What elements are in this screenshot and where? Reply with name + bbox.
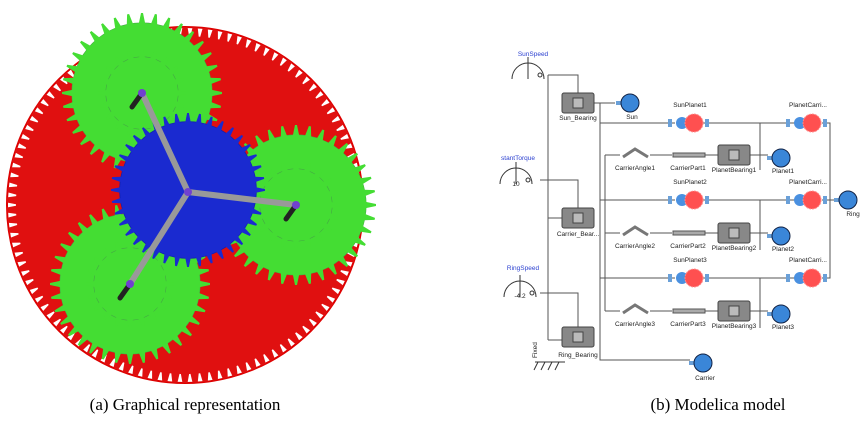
- gear-icon: [685, 269, 703, 287]
- bearing-icon: [729, 228, 739, 238]
- angle-icon: [623, 227, 648, 235]
- label: PlanetBearing1: [712, 167, 757, 174]
- source-port: [530, 291, 534, 295]
- flange: [823, 274, 827, 282]
- body-icon: [772, 149, 790, 167]
- body-icon: [839, 191, 857, 209]
- gear-icon: [803, 269, 821, 287]
- source-port: [538, 73, 542, 77]
- label: RingSpeed: [507, 265, 540, 272]
- bearing-icon: [729, 150, 739, 160]
- flange: [823, 119, 827, 127]
- label: SunPlanet2: [673, 179, 707, 186]
- gear-icon: [803, 114, 821, 132]
- flange: [705, 119, 709, 127]
- pin: [292, 201, 300, 209]
- pin: [126, 280, 134, 288]
- source-port: [526, 178, 530, 182]
- modelica-diagram: SunSpeed stantTorque 10 RingSpeed -4.2 Fixed S…: [500, 51, 860, 382]
- label: PlanetCarri...: [789, 102, 827, 109]
- label: Planet2: [772, 246, 794, 253]
- label: CarrierAngle3: [615, 321, 655, 328]
- bearing-icon: [729, 306, 739, 316]
- flange: [705, 196, 709, 204]
- label: -4.2: [514, 293, 526, 300]
- label: 10: [512, 181, 520, 188]
- body-icon: [772, 305, 790, 323]
- body-icon: [772, 227, 790, 245]
- label: Fixed: [532, 342, 539, 358]
- caption: (b) Modelica model: [650, 395, 785, 414]
- part-icon: [673, 309, 705, 313]
- label: SunSpeed: [518, 51, 549, 58]
- flange: [705, 274, 709, 282]
- label: Ring: [846, 211, 860, 218]
- bearing-icon: [573, 213, 583, 223]
- flange: [823, 196, 827, 204]
- flange: [668, 274, 672, 282]
- body-icon: [621, 94, 639, 112]
- pin: [138, 89, 146, 97]
- label: PlanetBearing3: [712, 323, 757, 330]
- gear-icon: [685, 114, 703, 132]
- label: CarrierAngle2: [615, 243, 655, 250]
- label: Carrier: [695, 375, 716, 382]
- flange: [786, 196, 790, 204]
- flange: [786, 274, 790, 282]
- part-icon: [673, 153, 705, 157]
- part-icon: [673, 231, 705, 235]
- gear-icon: [685, 191, 703, 209]
- label: Carrier_Bear...: [557, 231, 599, 238]
- label: PlanetBearing2: [712, 245, 757, 252]
- label: SunPlanet1: [673, 102, 707, 109]
- angle-icon: [623, 149, 648, 157]
- label: Sun_Bearing: [559, 115, 597, 122]
- hub: [184, 188, 192, 196]
- flange: [668, 119, 672, 127]
- label: CarrierAngle1: [615, 165, 655, 172]
- gear-graphic: [7, 13, 376, 383]
- label: PlanetCarri...: [789, 179, 827, 186]
- label: PlanetCarri...: [789, 257, 827, 264]
- label: CarrierPart2: [670, 243, 706, 250]
- body-icon: [694, 354, 712, 372]
- gear-icon: [803, 191, 821, 209]
- flange: [668, 196, 672, 204]
- caption: (a) Graphical representation: [90, 395, 281, 414]
- angle-icon: [623, 305, 648, 313]
- label: CarrierPart1: [670, 165, 706, 172]
- flange: [786, 119, 790, 127]
- bearing-icon: [573, 332, 583, 342]
- label: stantTorque: [501, 155, 535, 162]
- label: SunPlanet3: [673, 257, 707, 264]
- label: Sun: [626, 114, 638, 121]
- ground: [534, 362, 565, 370]
- figure: SunSpeed stantTorque 10 RingSpeed -4.2 Fixed S…: [0, 0, 861, 429]
- label: CarrierPart3: [670, 321, 706, 328]
- label: Planet3: [772, 324, 794, 331]
- label: Planet1: [772, 168, 794, 175]
- label: Ring_Bearing: [558, 352, 598, 359]
- bearing-icon: [573, 98, 583, 108]
